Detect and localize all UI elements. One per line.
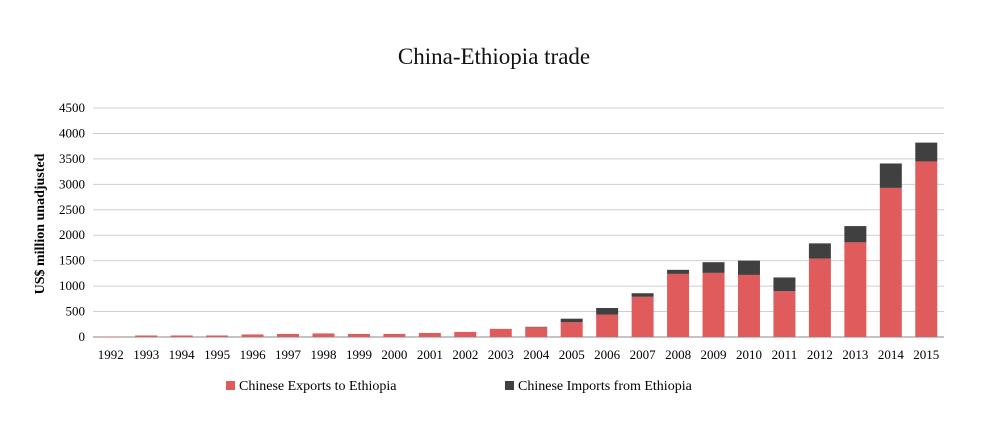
- x-tick-label: 2005: [559, 347, 585, 362]
- x-tick-label: 2000: [381, 347, 407, 362]
- y-tick-label: 500: [66, 304, 86, 319]
- y-tick-label: 1500: [59, 253, 85, 268]
- x-tick-label: 2009: [701, 347, 727, 362]
- y-tick-label: 3500: [59, 151, 85, 166]
- x-tick-label: 1994: [169, 347, 196, 362]
- bar-imports: [702, 262, 725, 273]
- bar-exports: [879, 187, 902, 337]
- legend-label-imports: Chinese Imports from Ethiopia: [518, 379, 693, 394]
- y-axis-label: US$ million unadjusted: [33, 153, 48, 294]
- x-tick-label: 2011: [772, 347, 798, 362]
- x-tick-label: 2007: [630, 347, 657, 362]
- bar-exports: [596, 314, 619, 337]
- bar-exports: [631, 296, 654, 337]
- bar-imports: [525, 326, 548, 328]
- bar-exports: [277, 333, 300, 337]
- bar-exports: [844, 242, 867, 337]
- x-tick-label: 2010: [736, 347, 762, 362]
- gridlines: [93, 107, 944, 338]
- bar-exports: [241, 334, 264, 337]
- bar-imports: [844, 226, 867, 243]
- chart-title: China-Ethiopia trade: [397, 44, 591, 69]
- y-tick-label: 3000: [59, 176, 85, 191]
- bar-exports: [560, 322, 583, 337]
- y-tick-labels: 0 500 1000 1500 2000 2500 3000 3500 4000 4500: [59, 100, 85, 344]
- bar-imports: [773, 277, 796, 292]
- bar-imports: [596, 307, 619, 315]
- bar-imports: [879, 163, 902, 188]
- legend-label-exports: Chinese Exports to Ethiopia: [239, 379, 397, 394]
- bar-exports: [808, 258, 831, 337]
- bar-exports: [383, 333, 406, 337]
- bar-exports: [525, 327, 548, 337]
- bar-exports: [667, 273, 690, 337]
- y-tick-label: 0: [79, 329, 86, 344]
- x-tick-label: 2001: [417, 347, 443, 362]
- x-tick-label: 2014: [878, 347, 905, 362]
- bar-exports: [773, 291, 796, 337]
- bar-exports: [418, 332, 441, 337]
- bar-exports: [454, 331, 477, 337]
- y-tick-label: 2500: [59, 202, 85, 217]
- x-tick-label: 1999: [346, 347, 372, 362]
- x-tick-label: 2012: [807, 347, 833, 362]
- x-tick-label: 1995: [204, 347, 230, 362]
- legend: Chinese Exports to Ethiopia Chinese Impor…: [226, 379, 693, 394]
- x-tick-label: 2002: [452, 347, 478, 362]
- bar-exports: [170, 335, 193, 337]
- x-tick-label: 2004: [523, 347, 550, 362]
- x-tick-label: 2006: [594, 347, 621, 362]
- bar-exports: [702, 272, 725, 337]
- bar-exports: [135, 335, 158, 337]
- x-tick-label: 1998: [310, 347, 336, 362]
- x-tick-label: 2015: [913, 347, 939, 362]
- y-tick-label: 4000: [59, 125, 85, 140]
- legend-swatch-exports: [226, 381, 235, 390]
- bar-exports: [737, 274, 760, 337]
- x-tick-label: 1993: [133, 347, 159, 362]
- bar-imports: [737, 260, 760, 275]
- y-tick-label: 1000: [59, 278, 85, 293]
- bar-exports: [312, 333, 335, 337]
- y-tick-label: 4500: [59, 100, 85, 115]
- bar-imports: [560, 318, 583, 323]
- bar-exports: [489, 328, 512, 337]
- bar-imports: [631, 293, 654, 297]
- x-tick-labels: 1992 1993 1994 1995 1996 1997 1998 1999 2000 2001…: [98, 347, 940, 362]
- bar-imports: [667, 269, 690, 274]
- bars: [99, 142, 938, 337]
- x-tick-label: 2008: [665, 347, 691, 362]
- bar-exports: [206, 335, 229, 337]
- x-tick-label: 2013: [842, 347, 868, 362]
- bar-exports: [347, 333, 370, 337]
- legend-swatch-imports: [505, 381, 514, 390]
- bar-imports: [915, 142, 938, 162]
- x-tick-label: 1996: [240, 347, 267, 362]
- x-tick-label: 1992: [98, 347, 124, 362]
- bar-imports: [808, 243, 831, 259]
- bar-exports: [915, 161, 938, 337]
- bar-exports: [99, 336, 122, 337]
- x-tick-label: 1997: [275, 347, 302, 362]
- x-tick-label: 2003: [488, 347, 514, 362]
- y-tick-label: 2000: [59, 227, 85, 242]
